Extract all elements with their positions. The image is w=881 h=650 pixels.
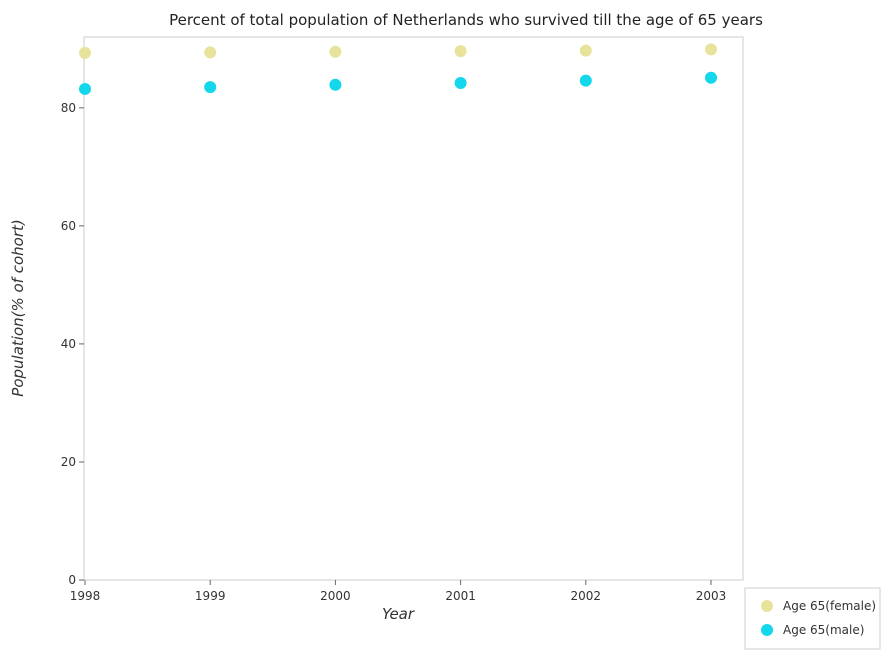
chart-title: Percent of total population of Netherlan…	[169, 11, 763, 29]
legend-marker-female	[761, 600, 773, 612]
x-tick-label: 2000	[320, 589, 351, 603]
x-tick-label: 2001	[445, 589, 476, 603]
data-point-male	[579, 74, 592, 87]
data-point-male	[329, 78, 342, 91]
data-point-female	[579, 44, 592, 57]
y-axis-label: Population(% of cohort)	[9, 219, 27, 396]
x-tick-label: 1998	[70, 589, 101, 603]
x-tick-label: 1999	[195, 589, 226, 603]
legend: Age 65(female) Age 65(male)	[744, 587, 881, 650]
data-points	[79, 43, 717, 95]
x-axis-ticks: 1998 1999 2000 2001 2002 2003	[70, 580, 727, 603]
legend-label-female: Age 65(female)	[783, 599, 876, 613]
legend-marker-male	[761, 624, 773, 636]
x-axis-label: Year	[382, 605, 415, 623]
plot-area	[83, 36, 744, 581]
data-point-female	[79, 46, 91, 59]
x-tick-label: 2003	[696, 589, 727, 603]
legend-box	[744, 587, 881, 650]
data-point-male	[705, 71, 717, 84]
y-axis-ticks: 0 20 40 60 80	[61, 101, 84, 587]
data-point-female	[705, 43, 717, 56]
data-point-female	[329, 45, 342, 58]
y-tick-label: 60	[61, 219, 76, 233]
data-point-male	[204, 81, 217, 94]
y-tick-label: 20	[61, 455, 76, 469]
x-tick-label: 2002	[571, 589, 602, 603]
data-point-male	[79, 82, 91, 95]
data-point-female	[204, 46, 217, 59]
data-point-male	[454, 77, 467, 90]
legend-label-male: Age 65(male)	[783, 623, 864, 637]
y-tick-label: 0	[68, 573, 76, 587]
data-point-female	[454, 45, 467, 58]
y-tick-label: 40	[61, 337, 76, 351]
y-tick-label: 80	[61, 101, 76, 115]
